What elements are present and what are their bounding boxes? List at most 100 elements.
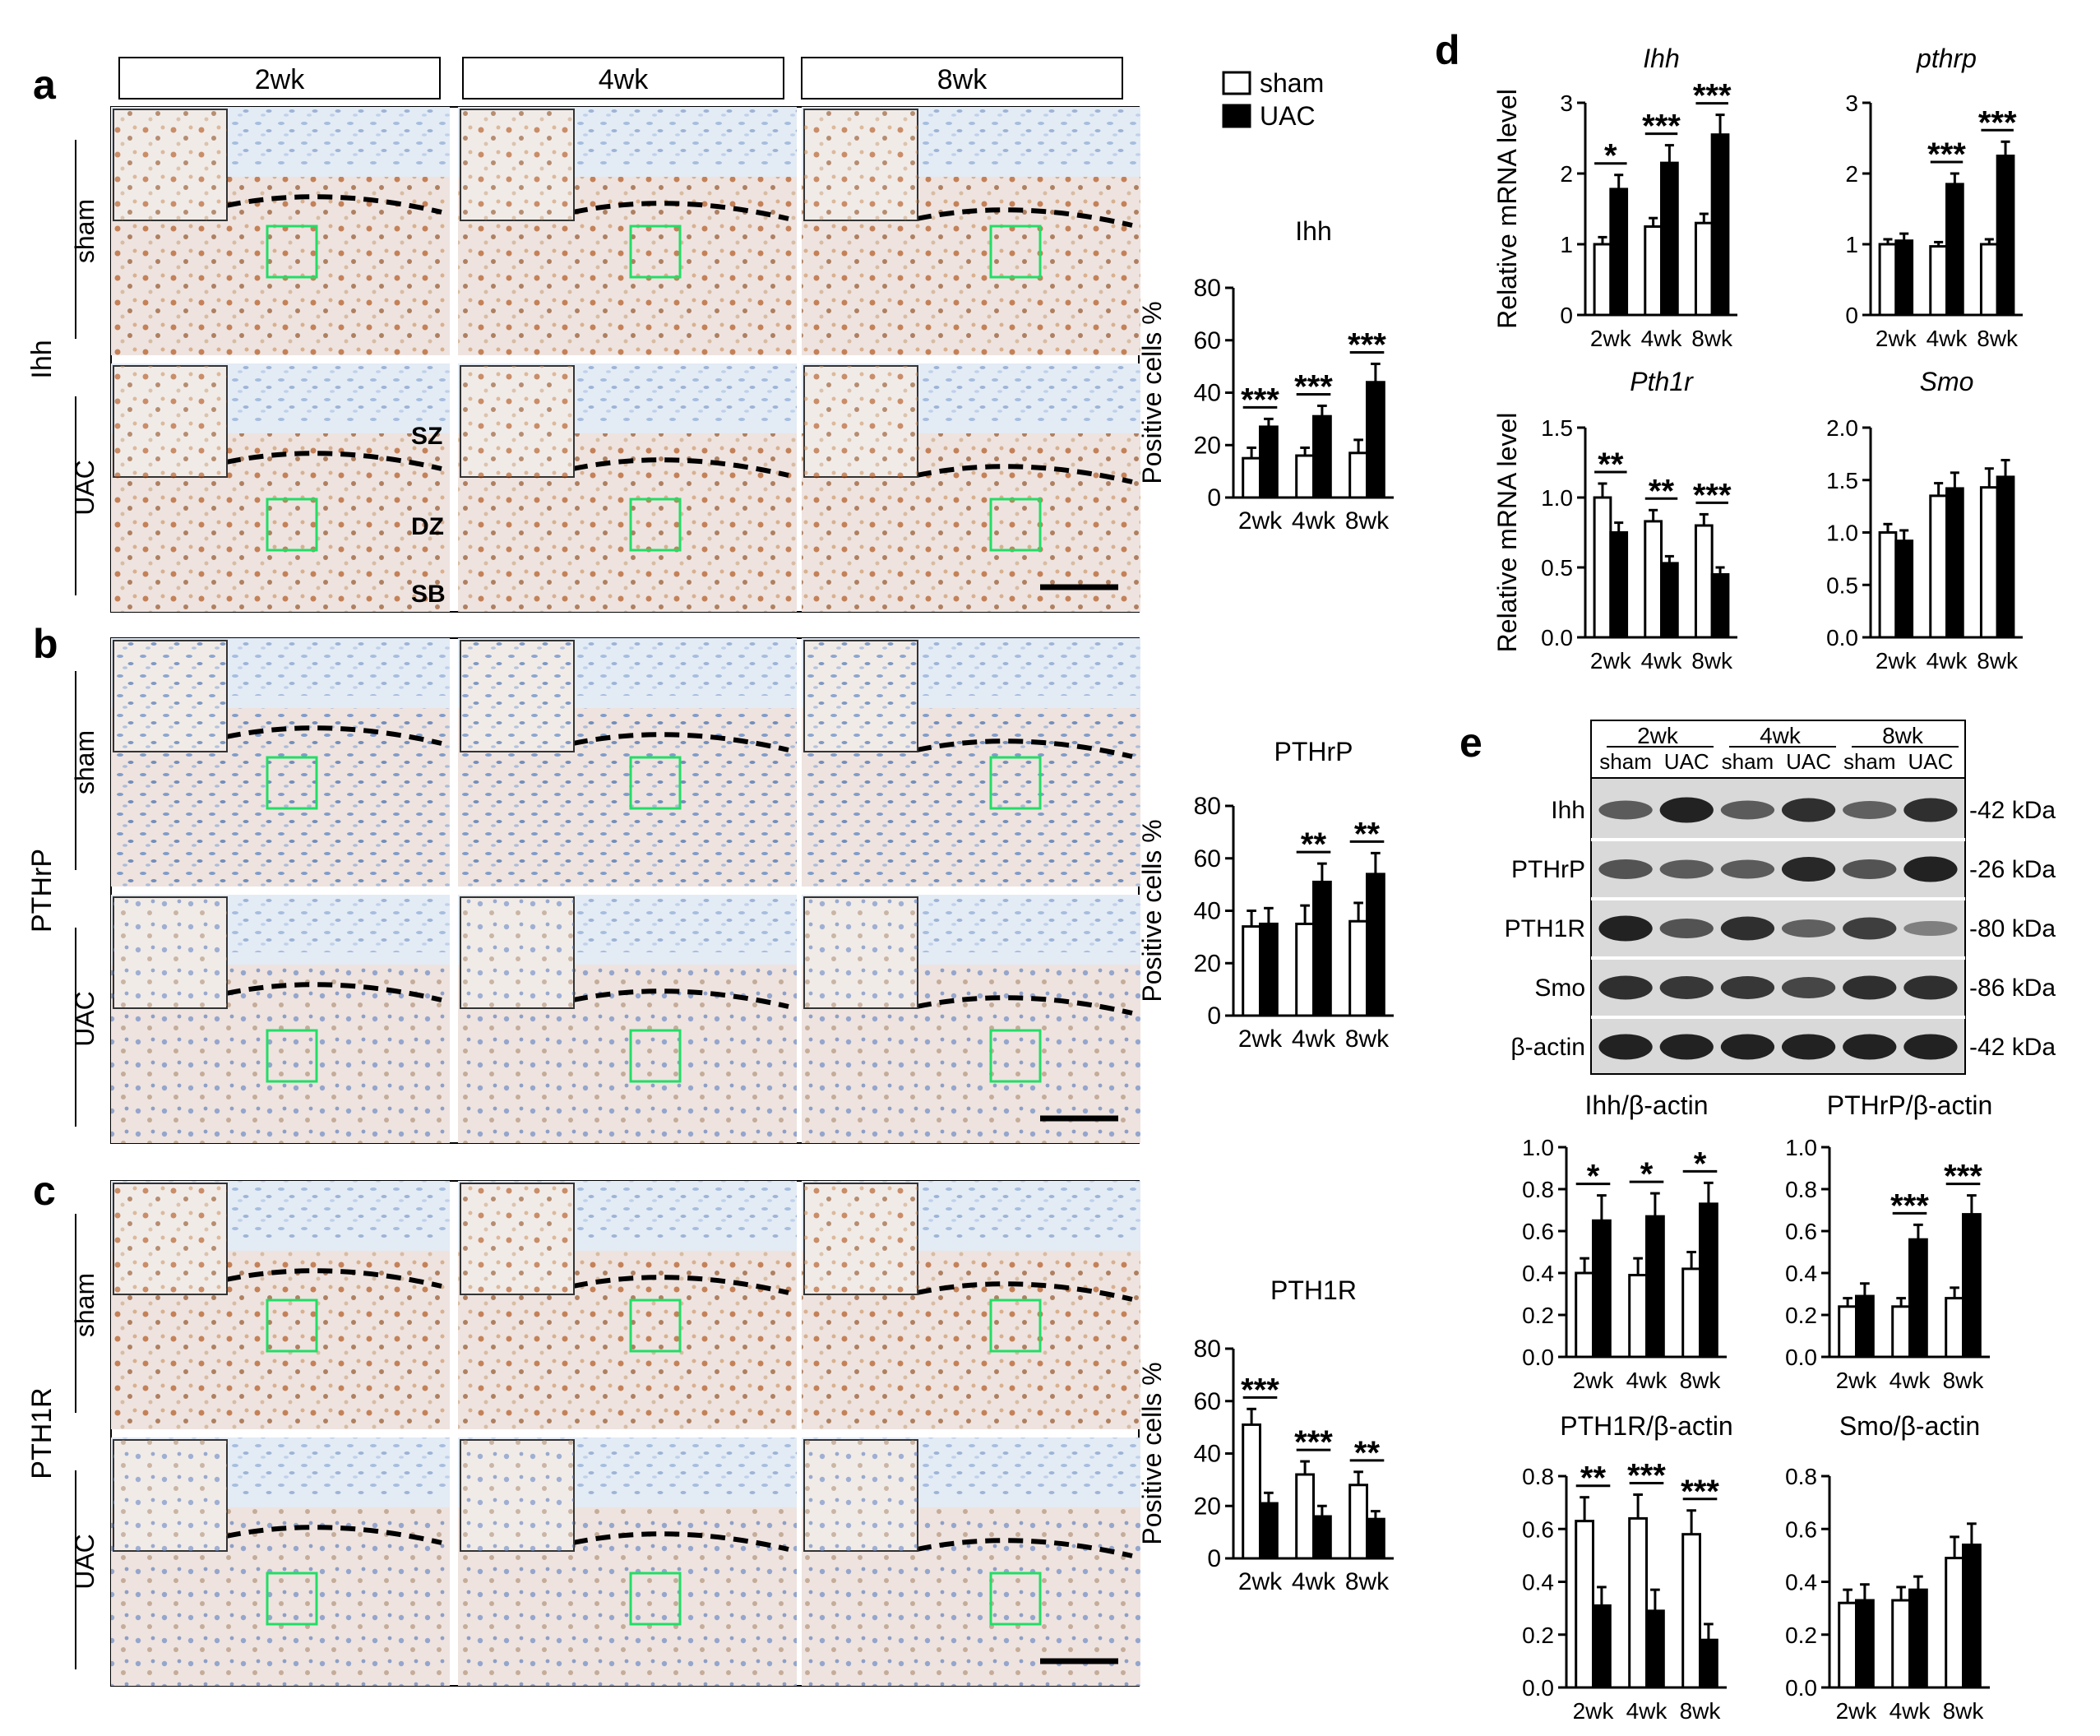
y-tick-label: 0.4 bbox=[1522, 1570, 1554, 1595]
chart-title: Pth1r bbox=[1630, 367, 1694, 396]
legend-sham-label: sham bbox=[1260, 68, 1324, 98]
tidemark-dashed-line bbox=[225, 194, 442, 215]
bar-sham bbox=[1694, 524, 1714, 639]
bar-uac bbox=[1312, 1515, 1332, 1560]
panel-label-d: d bbox=[1435, 27, 1460, 73]
timepoint-header-label: 2wk bbox=[255, 64, 305, 95]
bar-sham bbox=[1295, 454, 1315, 499]
y-tick-label: 60 bbox=[1194, 845, 1221, 873]
inset-cells bbox=[113, 1440, 227, 1551]
bar-uac bbox=[1609, 531, 1629, 639]
micrograph-tile bbox=[802, 638, 1140, 887]
y-tick-label: 0.4 bbox=[1785, 1570, 1817, 1595]
x-tick-label: 8wk bbox=[1691, 648, 1733, 674]
tidemark-dashed-line bbox=[916, 1538, 1133, 1558]
bar-uac bbox=[1855, 1599, 1875, 1689]
blot-band bbox=[1781, 919, 1836, 937]
significance-stars: *** bbox=[1890, 1187, 1929, 1224]
panel-label-e: e bbox=[1459, 720, 1482, 766]
chart-title: PTHrP/β-actin bbox=[1827, 1090, 1993, 1120]
bar-uac bbox=[1259, 922, 1279, 1017]
chart-e-smo: Smo/β-actin 0.0 0.2 0.4 0.6 0.8 2wk 4wk 8wk bbox=[1785, 1411, 1990, 1724]
roi-box bbox=[266, 498, 318, 552]
y-tick-label: 0.8 bbox=[1785, 1464, 1817, 1489]
bar-sham bbox=[1348, 919, 1368, 1017]
significance-stars: ** bbox=[1580, 1461, 1607, 1497]
y-axis-label: Positive cells % bbox=[1137, 1362, 1167, 1544]
y-tick-label: 80 bbox=[1194, 793, 1221, 820]
blot-size-label: -86 kDa bbox=[1969, 974, 2056, 1002]
inset-cells bbox=[113, 366, 227, 477]
legend-uac-label: UAC bbox=[1260, 101, 1316, 131]
micrograph-tile bbox=[111, 1181, 450, 1429]
panel-label-a: a bbox=[33, 62, 57, 108]
x-tick-label: 8wk bbox=[1977, 326, 2019, 351]
group-row-label: UAC bbox=[70, 460, 99, 516]
chart-c-pth1r: PTH1R 0 20 40 60 80 Positive cells % 2wk *** 4wk *… bbox=[1137, 1275, 1394, 1595]
roi-box bbox=[629, 756, 682, 810]
significance-stars: ** bbox=[1354, 816, 1381, 852]
significance-stars: *** bbox=[1927, 137, 1966, 173]
x-tick-label: 4wk bbox=[1641, 648, 1683, 674]
bar-sham bbox=[1929, 494, 1948, 639]
blot-protein-label: PTH1R bbox=[1505, 915, 1585, 942]
bar-uac bbox=[1592, 1219, 1612, 1359]
blot-band bbox=[1720, 800, 1775, 820]
row-stain-label: PTHrP bbox=[26, 849, 58, 933]
y-tick-label: 0.6 bbox=[1522, 1219, 1554, 1244]
y-tick-label: 20 bbox=[1194, 950, 1221, 977]
chart-title: pthrp bbox=[1916, 44, 1977, 73]
micrograph-tile bbox=[111, 107, 450, 355]
blot-membrane bbox=[1590, 777, 1966, 1075]
blot-protein-label: PTHrP bbox=[1511, 856, 1585, 883]
blot-timepoint-label: 4wk bbox=[1760, 723, 1802, 748]
blot-band bbox=[1598, 975, 1653, 1000]
chart-d-pthrp: pthrp 0 1 2 3 2wk 4wk *** 8wk *** bbox=[1845, 44, 2023, 351]
inset-cells bbox=[113, 1183, 227, 1294]
x-tick-label: 8wk bbox=[1345, 507, 1390, 535]
bar-sham bbox=[1593, 496, 1612, 639]
x-tick-label: 8wk bbox=[1345, 1025, 1390, 1053]
blot-band bbox=[1720, 976, 1775, 999]
y-tick-label: 0.6 bbox=[1522, 1516, 1554, 1542]
bar-uac bbox=[1710, 133, 1730, 317]
significance-stars: * bbox=[1604, 138, 1617, 174]
significance-stars: *** bbox=[1294, 368, 1333, 405]
bar-uac bbox=[1894, 239, 1914, 317]
x-tick-label: 2wk bbox=[1590, 648, 1632, 674]
y-tick-label: 3 bbox=[1845, 90, 1858, 116]
bar-uac bbox=[1908, 1588, 1928, 1689]
chart-d-pth1r: Pth1r 0.0 0.5 1.0 1.5 Relative mRNA level 2wk *… bbox=[1492, 367, 1737, 674]
significance-stars: *** bbox=[1294, 1424, 1333, 1461]
chart-d-smo: Smo 0.0 0.5 1.0 1.5 2.0 2wk 4wk 8wk bbox=[1826, 367, 2023, 674]
blot-lane-label: UAC bbox=[1664, 749, 1709, 774]
blot-size-label: -26 kDa bbox=[1969, 856, 2056, 883]
tidemark-dashed-line bbox=[916, 995, 1133, 1016]
blot-band bbox=[1598, 1034, 1653, 1060]
row-stain-label: PTH1R bbox=[26, 1387, 58, 1479]
blot-band bbox=[1781, 1034, 1836, 1060]
tidemark-dashed-line bbox=[572, 457, 789, 478]
timepoint-header-box bbox=[118, 57, 441, 100]
y-tick-label: 60 bbox=[1194, 327, 1221, 354]
tidemark-dashed-line bbox=[916, 464, 1133, 484]
x-tick-label: 8wk bbox=[1345, 1568, 1390, 1595]
blot-lane-label: sham bbox=[1843, 749, 1896, 774]
significance-stars: *** bbox=[1241, 1372, 1279, 1408]
roi-box bbox=[266, 1299, 318, 1353]
blot-timepoint-label: 2wk bbox=[1637, 723, 1679, 748]
roi-box bbox=[266, 756, 318, 810]
micrograph-tile bbox=[111, 363, 450, 612]
roi-box bbox=[266, 1572, 318, 1626]
y-tick-label: 0 bbox=[1207, 1002, 1221, 1030]
y-tick-label: 0.5 bbox=[1826, 572, 1858, 598]
x-tick-label: 4wk bbox=[1890, 1698, 1931, 1724]
bar-sham bbox=[1348, 451, 1368, 499]
inset-cells bbox=[460, 1183, 574, 1294]
roi-box bbox=[989, 498, 1042, 552]
timepoint-header-box bbox=[801, 57, 1123, 100]
legend-sham-swatch bbox=[1222, 71, 1251, 95]
bar-sham bbox=[1694, 221, 1714, 317]
blot-protein-label: Smo bbox=[1534, 974, 1585, 1002]
bar-sham bbox=[1242, 1423, 1261, 1560]
